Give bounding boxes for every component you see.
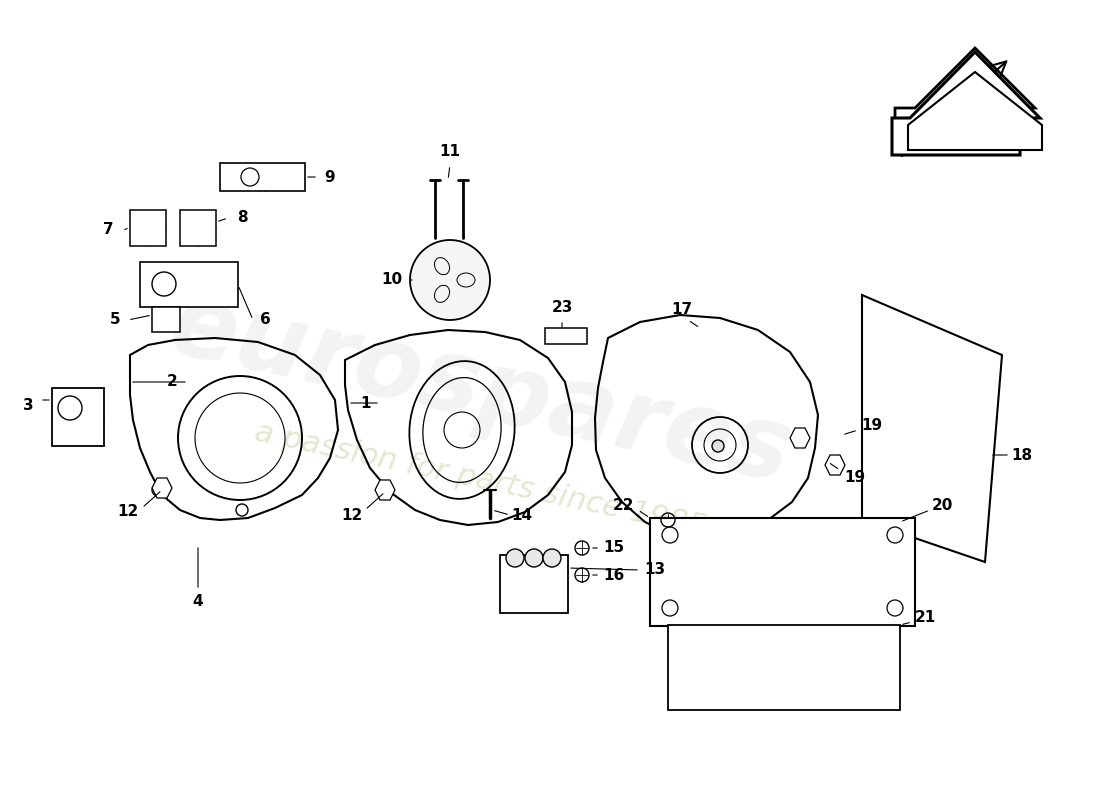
Bar — [152, 307, 180, 332]
Text: 12: 12 — [118, 505, 139, 519]
Text: a passion for parts since 1985: a passion for parts since 1985 — [252, 418, 708, 542]
Text: 16: 16 — [604, 567, 625, 582]
Bar — [500, 555, 568, 613]
Text: 6: 6 — [260, 313, 271, 327]
Text: 23: 23 — [551, 301, 573, 315]
Bar — [668, 625, 900, 710]
Text: 18: 18 — [1011, 447, 1033, 462]
Text: 12: 12 — [341, 507, 363, 522]
Bar — [180, 210, 216, 246]
Text: 13: 13 — [645, 562, 665, 578]
Polygon shape — [825, 455, 845, 475]
Text: eurospares: eurospares — [161, 277, 800, 503]
Text: 11: 11 — [440, 145, 461, 159]
Text: 19: 19 — [861, 418, 882, 433]
Text: 9: 9 — [324, 170, 336, 185]
Text: 17: 17 — [671, 302, 693, 318]
Polygon shape — [790, 428, 810, 448]
Text: 15: 15 — [604, 541, 625, 555]
Text: 22: 22 — [614, 498, 635, 513]
Bar — [140, 262, 238, 307]
Text: 20: 20 — [932, 498, 953, 513]
Circle shape — [410, 240, 490, 320]
Bar — [52, 388, 104, 446]
Circle shape — [506, 549, 524, 567]
Bar — [650, 518, 915, 626]
Text: 8: 8 — [236, 210, 248, 226]
Text: 14: 14 — [512, 507, 532, 522]
Circle shape — [525, 549, 543, 567]
Text: 5: 5 — [110, 313, 120, 327]
Text: 10: 10 — [382, 273, 403, 287]
Text: 3: 3 — [23, 398, 33, 413]
Circle shape — [543, 549, 561, 567]
Text: 19: 19 — [845, 470, 866, 486]
Polygon shape — [892, 52, 1040, 155]
Text: 21: 21 — [914, 610, 936, 626]
Text: 1: 1 — [361, 395, 372, 410]
Polygon shape — [152, 478, 172, 498]
Text: 7: 7 — [102, 222, 113, 238]
Polygon shape — [375, 480, 395, 500]
Text: 4: 4 — [192, 594, 204, 610]
Bar — [130, 210, 166, 246]
Bar — [544, 328, 587, 344]
Polygon shape — [908, 72, 1042, 150]
Bar — [220, 163, 305, 191]
Text: 2: 2 — [166, 374, 177, 390]
Circle shape — [712, 440, 724, 452]
